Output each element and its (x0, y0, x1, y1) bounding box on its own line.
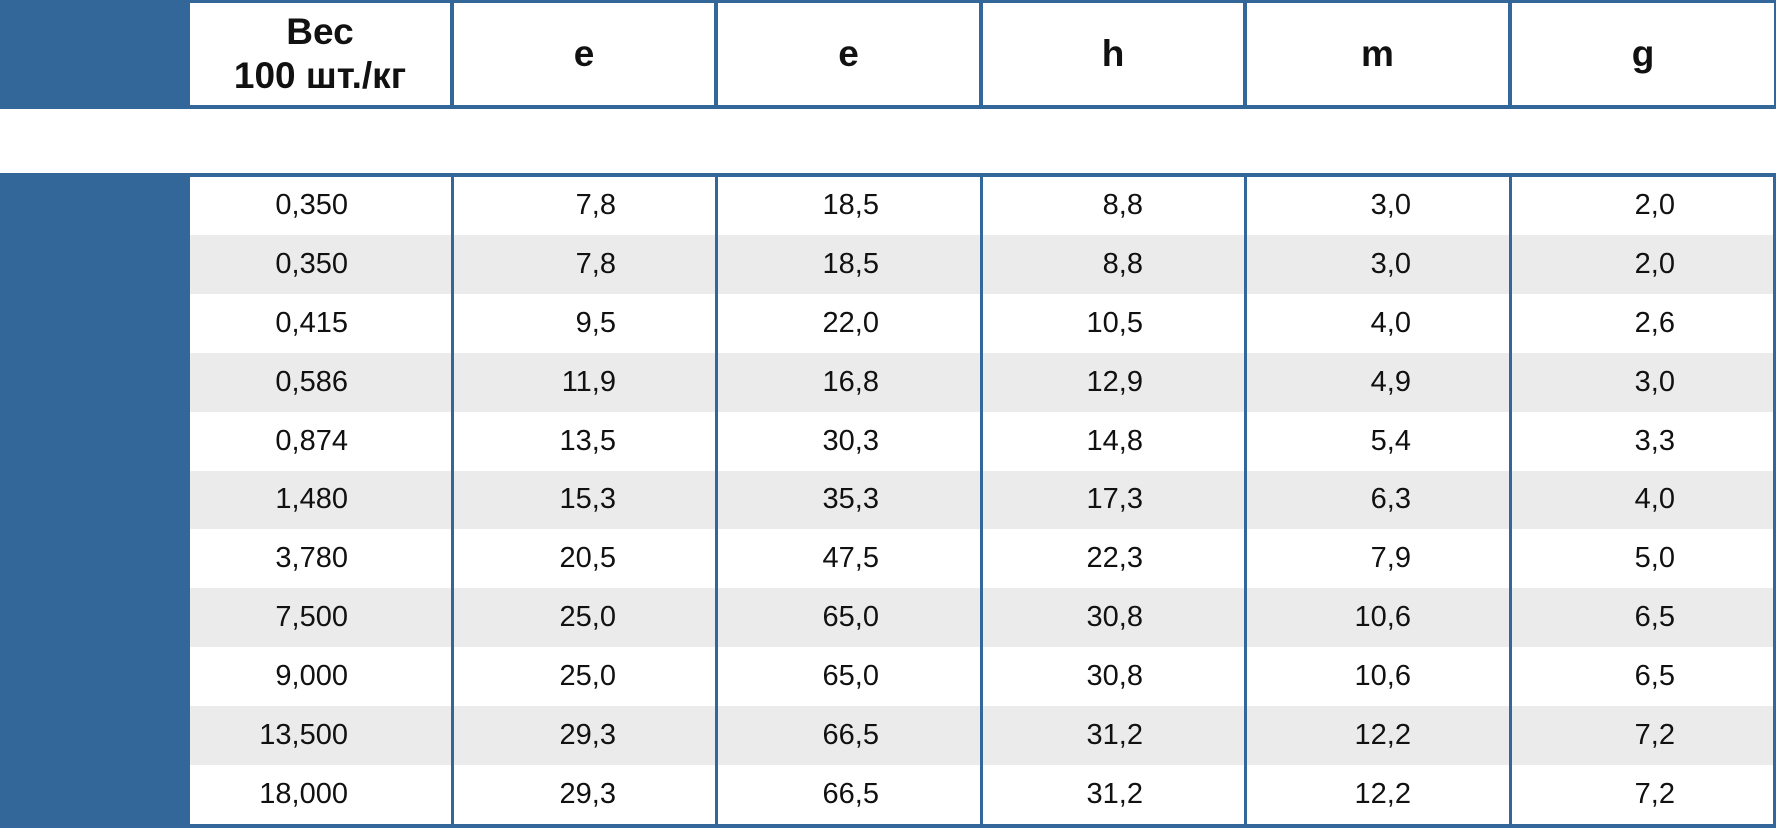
table-cell: 6,5 (1634, 601, 1675, 634)
table-cell: 7,2 (1634, 777, 1675, 810)
table-cell: 6,5 (1634, 660, 1675, 693)
table-cell: 31,2 (1086, 777, 1143, 810)
table-cell: 0,586 (275, 365, 348, 398)
grid-line (0, 105, 1776, 109)
table-cell: 5,0 (1634, 542, 1675, 575)
table-cell: 10,6 (1354, 660, 1411, 693)
table-cell: 14,8 (1086, 424, 1143, 457)
table-cell: 10,6 (1354, 601, 1411, 634)
table-cell: 3,3 (1634, 424, 1675, 457)
table-cell: 12,2 (1354, 777, 1411, 810)
table-cell: 13,500 (259, 719, 348, 752)
grid-line (451, 173, 454, 828)
table-cell: 3,0 (1370, 247, 1411, 280)
table-cell: 18,5 (822, 247, 879, 280)
table-cell: 11,9 (561, 365, 616, 398)
table-cell: 8,8 (1102, 247, 1143, 280)
table-cell: 3,780 (275, 542, 348, 575)
table-cell: 10,5 (1086, 306, 1143, 339)
table-cell: 18,5 (822, 188, 879, 221)
table-cell: 0,874 (275, 424, 348, 457)
table-cell: 30,3 (822, 424, 879, 457)
grid-line (0, 173, 1776, 177)
table-cell: 35,3 (822, 483, 879, 516)
header-label: 100 шт./кг (233, 55, 407, 96)
header-label: e (838, 32, 859, 74)
table-cell: 25,0 (559, 660, 616, 693)
header-label: h (1101, 32, 1125, 74)
table-cell: 12,9 (1086, 365, 1143, 398)
table-cell: 29,3 (559, 719, 616, 752)
grid-line (980, 173, 983, 828)
table-cell: 7,8 (575, 188, 616, 221)
grid-line (1509, 173, 1512, 828)
table-cell: 66,5 (822, 777, 879, 810)
grid-line (0, 823, 1776, 828)
header-cell-4: h (980, 0, 1246, 108)
table-cell: 16,8 (822, 365, 879, 398)
table-cell: 31,2 (1086, 719, 1143, 752)
table-cell: 12,2 (1354, 719, 1411, 752)
table-cell: 47,5 (822, 542, 879, 575)
table-cell: 2,6 (1634, 306, 1675, 339)
grid-line (715, 173, 718, 828)
table-cell: 2,0 (1634, 247, 1675, 280)
table-cell: 3,0 (1370, 188, 1411, 221)
header-cell-2: e (451, 0, 717, 108)
table-cell: 17,3 (1086, 483, 1143, 516)
table-cell: 7,8 (575, 247, 616, 280)
table-cell: 15,3 (559, 483, 616, 516)
table-cell: 6,3 (1370, 483, 1411, 516)
header-label: g (1631, 32, 1655, 74)
table-cell: 30,8 (1086, 660, 1143, 693)
table-cell: 4,0 (1634, 483, 1675, 516)
table-cell: 22,0 (822, 306, 879, 339)
header-cell-5: m (1244, 0, 1511, 108)
table-cell: 2,0 (1634, 188, 1675, 221)
grid-line (1773, 173, 1776, 828)
header-label: m (1361, 32, 1394, 74)
table-cell: 30,8 (1086, 601, 1143, 634)
table-cell: 8,8 (1102, 188, 1143, 221)
header-label: e (573, 32, 595, 74)
table-cell: 25,0 (559, 601, 616, 634)
table-cell: 0,415 (275, 306, 348, 339)
header-label: Вес (286, 10, 354, 52)
grid-line (187, 173, 190, 828)
table-cell: 7,9 (1370, 542, 1411, 575)
table-cell: 7,500 (275, 601, 348, 634)
header-cell-6: g (1509, 0, 1776, 108)
header-cell-1: Вес 100 шт./кг (187, 0, 453, 108)
table-cell: 5,4 (1370, 424, 1411, 457)
table-cell: 29,3 (559, 777, 616, 810)
table-cell: 1,480 (275, 483, 348, 516)
table-cell: 13,5 (559, 424, 616, 457)
table-cell: 0,350 (275, 247, 348, 280)
table-cell: 65,0 (822, 601, 879, 634)
table-cell: 9,000 (275, 660, 348, 693)
grid-line (1244, 173, 1247, 828)
table-cell: 4,9 (1370, 365, 1411, 398)
table-cell: 3,0 (1634, 365, 1675, 398)
table-cell: 22,3 (1086, 542, 1143, 575)
table-cell: 0,350 (275, 188, 348, 221)
table-cell: 9,5 (575, 306, 616, 339)
row-label-column-band (0, 0, 188, 108)
table-cell: 7,2 (1634, 719, 1675, 752)
table-cell: 4,0 (1370, 306, 1411, 339)
row-label-column-band (0, 176, 188, 827)
header-cell-3: e (715, 0, 982, 108)
table-cell: 18,000 (259, 777, 348, 810)
table-cell: 20,5 (559, 542, 616, 575)
table-cell: 65,0 (822, 660, 879, 693)
table-cell: 66,5 (822, 719, 879, 752)
